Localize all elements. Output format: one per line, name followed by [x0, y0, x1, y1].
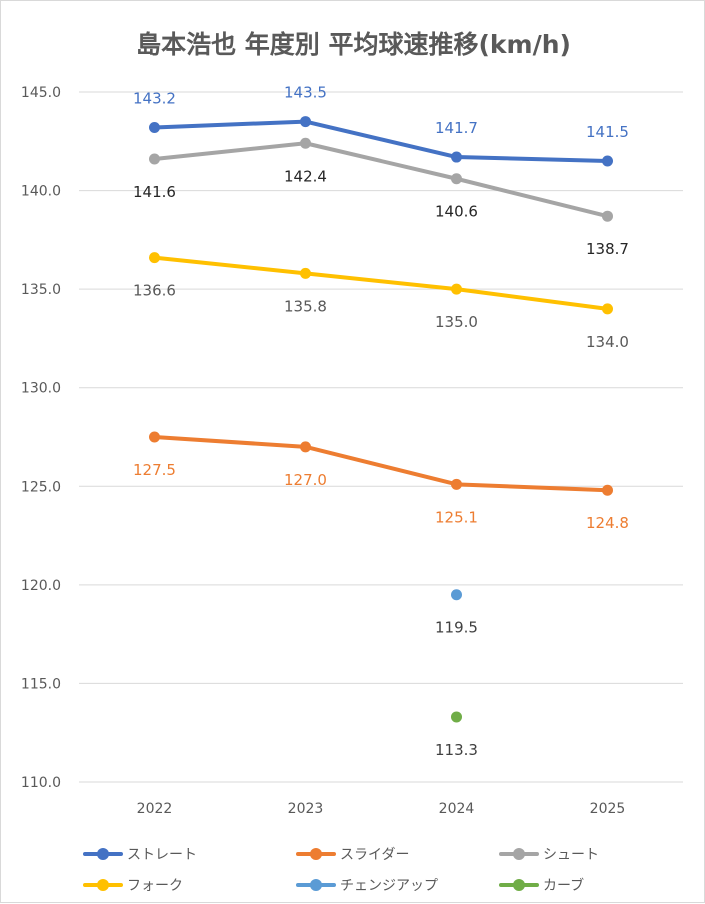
legend-line-marker-icon [83, 879, 123, 891]
legend-line-marker-icon [296, 879, 336, 891]
legend-label: フォーク [127, 878, 183, 894]
data-point [149, 252, 160, 264]
data-point [451, 589, 462, 601]
data-label: 141.5 [586, 123, 629, 141]
legend-item: スライダー [296, 844, 409, 864]
legend-line-marker-icon [499, 879, 539, 891]
y-tick-label: 130.0 [21, 381, 61, 397]
data-label: 125.1 [435, 508, 478, 526]
data-point [300, 441, 311, 453]
data-point [602, 210, 613, 222]
legend-label: カーブ [543, 878, 585, 894]
legend-item: フォーク [83, 875, 183, 895]
data-label: 136.6 [133, 282, 176, 300]
data-label: 127.0 [284, 471, 327, 489]
data-label: 113.3 [435, 741, 478, 759]
data-label: 142.4 [284, 167, 327, 185]
data-point [451, 283, 462, 295]
data-label: 124.8 [586, 514, 629, 532]
chart-title: 島本浩也 年度別 平均球速推移(km/h) [136, 30, 571, 59]
data-point [451, 173, 462, 185]
x-tick-label: 2023 [288, 801, 324, 817]
data-point [300, 267, 311, 279]
data-point [149, 153, 160, 165]
legend-item: ストレート [83, 844, 197, 864]
data-point [300, 116, 311, 128]
data-point [602, 155, 613, 167]
data-label: 138.7 [586, 240, 629, 258]
y-tick-label: 120.0 [21, 578, 61, 594]
data-label: 143.2 [133, 89, 176, 107]
data-label: 143.5 [284, 84, 327, 102]
series-line [152, 255, 610, 311]
data-label: 141.6 [133, 183, 176, 201]
legend-item: チェンジアップ [296, 875, 438, 895]
series-line [152, 141, 610, 219]
x-tick-label: 2022 [137, 801, 173, 817]
legend-line-marker-icon [296, 848, 336, 860]
series-line [152, 435, 610, 493]
data-label: 127.5 [133, 461, 176, 479]
data-label: 135.0 [435, 313, 478, 331]
data-label: 140.6 [435, 203, 478, 221]
data-point [300, 137, 311, 149]
data-label: 141.7 [435, 119, 478, 137]
y-tick-label: 145.0 [21, 85, 61, 101]
legend-item: カーブ [499, 875, 584, 895]
data-point [451, 711, 462, 723]
y-tick-label: 110.0 [21, 775, 61, 791]
y-tick-label: 125.0 [21, 479, 61, 495]
data-point [602, 303, 613, 315]
series-line [152, 119, 610, 163]
legend-label: チェンジアップ [340, 878, 438, 894]
legend-label: ストレート [127, 847, 197, 863]
legend-line-marker-icon [83, 848, 123, 860]
data-point [602, 484, 613, 496]
y-tick-label: 135.0 [21, 282, 61, 298]
x-tick-label: 2024 [439, 801, 475, 817]
legend-label: シュート [543, 847, 599, 863]
legend-item: シュート [499, 844, 599, 864]
data-label: 134.0 [586, 333, 629, 351]
data-label: 119.5 [435, 619, 478, 637]
x-tick-label: 2025 [590, 801, 626, 817]
data-point [451, 151, 462, 163]
data-label: 135.8 [284, 297, 327, 315]
y-tick-label: 115.0 [21, 676, 61, 692]
legend-label: スライダー [340, 847, 410, 863]
legend-line-marker-icon [499, 848, 539, 860]
y-tick-label: 140.0 [21, 184, 61, 200]
data-point [149, 431, 160, 443]
data-point [451, 478, 462, 490]
data-point [149, 121, 160, 133]
